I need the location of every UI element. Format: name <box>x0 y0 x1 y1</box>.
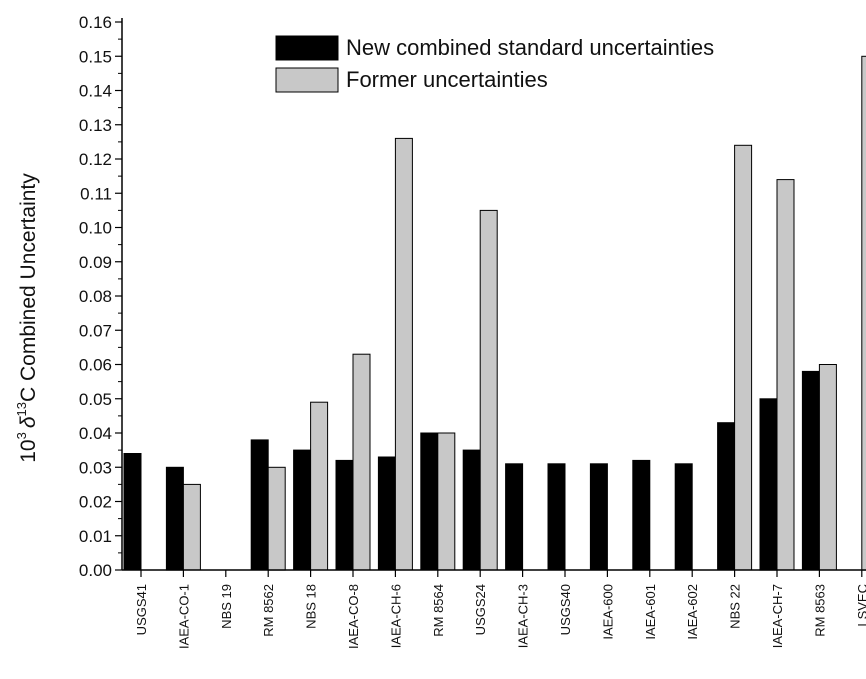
y-axis-label: 103 δ13C Combined Uncertainty <box>14 173 40 463</box>
legend-swatch-former <box>275 67 339 93</box>
y-axis-label-suffix: C Combined Uncertainty <box>17 173 40 402</box>
x-tick-label: NBS 18 <box>304 584 319 629</box>
plot-area <box>123 55 866 571</box>
y-axis-label-prefix-sup: 3 <box>14 432 29 439</box>
bar-new-iaea-ch-7 <box>759 398 778 571</box>
bar-former-iaea-co-1 <box>182 483 201 571</box>
y-axis-label-symbol: δ <box>17 416 40 428</box>
y-tick-label: 0.13 <box>79 116 112 135</box>
y-tick-label: 0.07 <box>79 321 112 340</box>
y-tick-label: 0.16 <box>79 13 112 32</box>
bar-new-usgs24 <box>462 449 481 571</box>
bar-new-usgs41 <box>123 453 142 571</box>
x-tick-label: RM 8564 <box>431 584 446 637</box>
bar-new-nbs-22 <box>717 422 736 571</box>
x-tick-label: IAEA-601 <box>643 584 658 640</box>
legend-label-former: Former uncertainties <box>346 67 548 92</box>
bar-new-iaea-co-1 <box>165 466 184 571</box>
y-axis-label-isotope-sup: 13 <box>14 402 29 416</box>
x-tick-label: IAEA-CH-3 <box>516 584 531 648</box>
bar-new-iaea-ch-6 <box>377 456 396 571</box>
bar-former-iaea-ch-6 <box>394 137 413 571</box>
bar-new-iaea-601 <box>632 459 651 571</box>
y-tick-label: 0.02 <box>79 493 112 512</box>
x-tick-label: USGS40 <box>558 584 573 635</box>
y-tick-label: 0.12 <box>79 150 112 169</box>
axes: 0.00 0.01 0.02 0.03 0.04 0.05 0.06 0.07 0.08 0.09… <box>79 13 866 649</box>
legend-label-new: New combined standard uncertainties <box>346 35 714 60</box>
x-tick-label: USGS41 <box>134 584 149 635</box>
x-tick-label: LSVEC <box>855 584 866 627</box>
bar-new-usgs40 <box>547 463 566 571</box>
y-tick-label: 0.10 <box>79 219 112 238</box>
bar-new-rm-8564 <box>420 432 439 571</box>
x-tick-label: NBS 19 <box>219 584 234 629</box>
y-tick-label: 0.03 <box>79 458 112 477</box>
x-tick-label: USGS24 <box>473 584 488 635</box>
y-tick-label: 0.15 <box>79 47 112 66</box>
y-tick-label: 0.01 <box>79 527 112 546</box>
bar-former-rm-8562 <box>267 466 286 571</box>
y-tick-label: 0.09 <box>79 253 112 272</box>
bar-new-rm-8562 <box>250 439 269 571</box>
bar-new-iaea-ch-3 <box>505 463 524 571</box>
bar-new-nbs-18 <box>293 449 312 571</box>
bar-former-rm-8563 <box>818 364 837 571</box>
y-tick-label: 0.06 <box>79 356 112 375</box>
bar-former-lsvec <box>861 55 866 571</box>
x-tick-label: NBS 22 <box>728 584 743 629</box>
bar-former-rm-8564 <box>437 432 456 571</box>
x-tick-label: RM 8562 <box>261 584 276 637</box>
y-tick-label: 0.11 <box>80 184 112 203</box>
y-tick-label: 0.04 <box>79 424 112 443</box>
bar-new-iaea-602 <box>674 463 693 571</box>
x-tick-label: IAEA-CO-1 <box>176 584 191 649</box>
y-tick-label: 0.05 <box>79 390 112 409</box>
x-tick-label: RM 8563 <box>812 584 827 637</box>
bar-former-nbs-18 <box>310 401 329 571</box>
bar-former-iaea-ch-7 <box>776 179 795 571</box>
bar-new-iaea-co-8 <box>335 459 354 571</box>
y-axis-label-prefix: 10 <box>17 439 40 462</box>
x-tick-label: IAEA-CH-6 <box>388 584 403 648</box>
y-tick-label: 0.14 <box>79 82 112 101</box>
legend-swatch-new <box>275 35 339 61</box>
y-tick-label: 0.08 <box>79 287 112 306</box>
x-tick-label: IAEA-600 <box>600 584 615 640</box>
y-tick-label: 0.00 <box>79 561 112 580</box>
bar-new-rm-8563 <box>801 370 820 571</box>
x-tick-label: IAEA-CO-8 <box>346 584 361 649</box>
x-tick-label: IAEA-CH-7 <box>770 584 785 648</box>
legend: New combined standard uncertainties Forme… <box>275 35 714 93</box>
bar-former-iaea-co-8 <box>352 353 371 571</box>
bar-new-iaea-600 <box>589 463 608 571</box>
x-tick-label: IAEA-602 <box>685 584 700 640</box>
bar-former-nbs-22 <box>734 144 753 571</box>
bar-former-usgs24 <box>479 209 498 571</box>
